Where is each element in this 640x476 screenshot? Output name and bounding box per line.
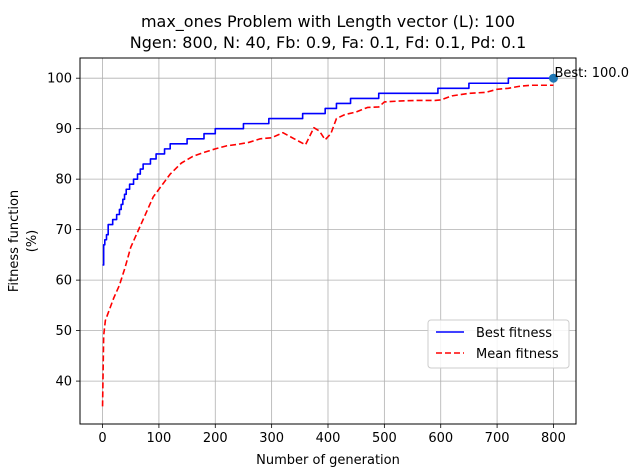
y-axis-label-line2: (%) — [25, 230, 40, 253]
legend-label-best: Best fitness — [476, 326, 552, 341]
y-tick-label: 90 — [55, 122, 72, 137]
x-tick-label: 700 — [485, 431, 510, 446]
y-axis: 40 50 60 70 80 90 100 — [47, 72, 80, 390]
best-annotation: Best: 100.0 — [548, 66, 629, 83]
y-tick-label: 40 — [55, 375, 72, 390]
y-tick-label: 70 — [55, 223, 72, 238]
x-tick-label: 300 — [259, 431, 284, 446]
x-tick-label: 100 — [146, 431, 171, 446]
y-tick-label: 60 — [55, 274, 72, 289]
x-axis-label: Number of generation — [256, 453, 400, 468]
best-point-marker — [548, 73, 558, 83]
x-tick-label: 200 — [203, 431, 228, 446]
x-tick-label: 400 — [316, 431, 341, 446]
y-tick-label: 100 — [47, 72, 72, 87]
best-fitness-line — [102, 77, 554, 266]
legend-label-mean: Mean fitness — [476, 347, 559, 362]
x-axis: 0 100 200 300 400 500 600 700 800 — [98, 424, 566, 446]
y-axis-label-line1: Fitness function — [7, 190, 22, 292]
x-tick-label: 500 — [372, 431, 397, 446]
x-tick-label: 800 — [541, 431, 566, 446]
chart-title-line1: max_ones Problem with Length vector (L):… — [141, 12, 515, 32]
chart-title-line2: Ngen: 800, N: 40, Fb: 0.9, Fa: 0.1, Fd: … — [130, 33, 527, 52]
y-tick-label: 80 — [55, 173, 72, 188]
best-annotation-label: Best: 100.0 — [554, 66, 629, 81]
x-tick-label: 600 — [428, 431, 453, 446]
x-tick-label: 0 — [98, 431, 106, 446]
series-layer — [101, 77, 554, 407]
y-tick-label: 50 — [55, 324, 72, 339]
legend: Best fitness Mean fitness — [427, 319, 570, 369]
mean-fitness-line — [101, 84, 554, 407]
